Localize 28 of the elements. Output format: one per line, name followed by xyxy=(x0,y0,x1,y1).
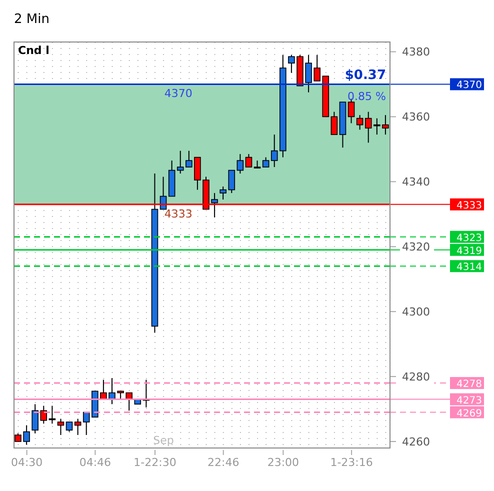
ref-line-label: 4323 xyxy=(456,232,482,244)
x-tick-label: 04:30 xyxy=(10,456,43,469)
x-tick-label: 04:46 xyxy=(79,456,112,469)
ref-line-label: 4278 xyxy=(456,379,482,390)
annotation: 4333 xyxy=(164,207,192,220)
annotation: 0.85 % xyxy=(348,90,386,103)
ref-line-label: 4319 xyxy=(456,246,482,257)
annotation: 4370 xyxy=(164,87,192,100)
y-tick-label: 4360 xyxy=(402,110,430,124)
ref-line-label: 4273 xyxy=(456,395,482,406)
y-tick-label: 4300 xyxy=(402,306,430,319)
x-tick-label: 1-22:30 xyxy=(134,456,176,469)
y-tick-label: 4260 xyxy=(402,436,430,449)
chart-title: 2 Min xyxy=(14,12,50,27)
y-tick-label: 4340 xyxy=(402,176,430,189)
y-tick-label: 4320 xyxy=(402,240,430,254)
x-tick-label: 23:00 xyxy=(267,456,300,469)
annotation: Sep xyxy=(153,434,174,447)
x-tick-label: 22:46 xyxy=(208,456,240,469)
y-tick-label: 4380 xyxy=(402,46,430,59)
band-label: $0.37 xyxy=(344,68,386,84)
y-tick-label: 4280 xyxy=(402,370,430,384)
ref-line-label: 4333 xyxy=(456,200,482,212)
ref-line-label: 4269 xyxy=(456,408,482,420)
ref-line-label: 4314 xyxy=(456,262,482,274)
ref-line-label: 4370 xyxy=(456,80,482,92)
annotation: Cnd l xyxy=(18,44,50,57)
x-tick-label: 1-23:16 xyxy=(330,456,373,469)
